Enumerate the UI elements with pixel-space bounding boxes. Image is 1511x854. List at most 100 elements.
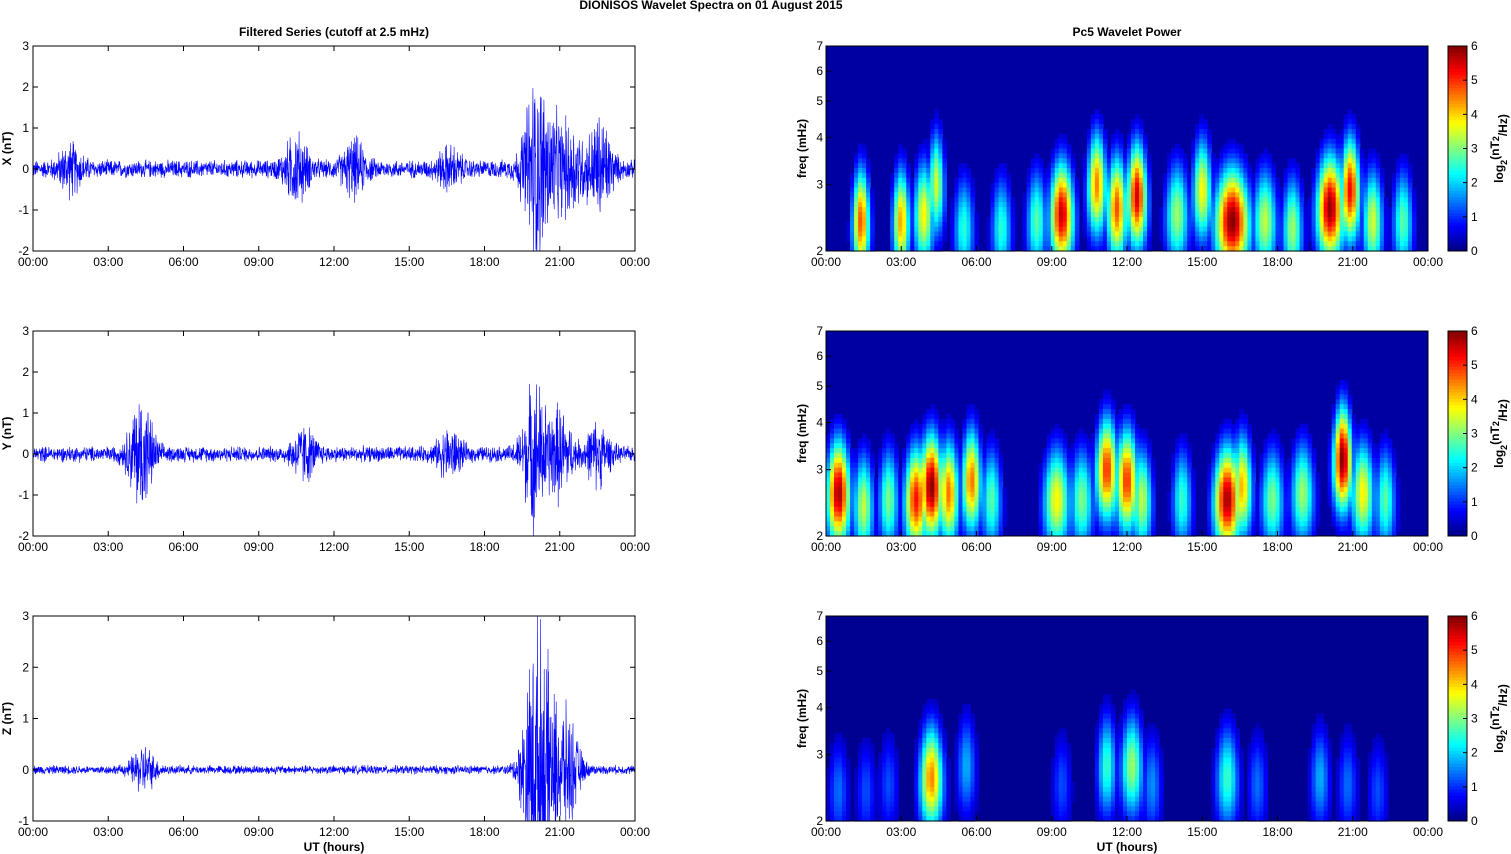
heatmap-cell bbox=[986, 226, 992, 233]
heatmap-cell bbox=[1411, 192, 1417, 198]
heatmap-cell bbox=[1114, 207, 1120, 213]
heatmap-cell bbox=[1239, 526, 1244, 532]
heatmap-cell bbox=[1323, 226, 1329, 233]
heatmap-cell bbox=[1203, 197, 1208, 203]
heatmap-cell bbox=[1175, 182, 1180, 189]
heatmap-cell bbox=[1279, 516, 1285, 522]
heatmap-cell bbox=[1347, 216, 1353, 223]
y-axis-label: X (nT) bbox=[0, 132, 14, 166]
heatmap-cell bbox=[1275, 467, 1281, 474]
heatmap-cell bbox=[1086, 177, 1092, 184]
heatmap-cell bbox=[990, 207, 996, 213]
heatmap-cell bbox=[946, 418, 952, 425]
heatmap-cell bbox=[994, 506, 1000, 513]
heatmap-cell bbox=[1295, 226, 1301, 233]
heatmap-cell bbox=[934, 197, 939, 203]
heatmap-cell bbox=[1110, 226, 1116, 233]
heatmap-cell bbox=[922, 506, 927, 513]
heatmap-cell bbox=[1307, 197, 1313, 203]
heatmap-cell bbox=[1295, 236, 1301, 242]
heatmap-cell bbox=[1118, 472, 1124, 479]
heatmap-cell bbox=[942, 443, 947, 449]
heatmap-cell bbox=[1118, 482, 1124, 488]
heatmap-cell bbox=[858, 521, 863, 527]
heatmap-cell bbox=[958, 246, 964, 252]
heatmap-cell bbox=[1299, 182, 1305, 189]
heatmap-cell bbox=[1147, 531, 1152, 537]
heatmap-cell bbox=[910, 443, 915, 449]
heatmap-cell bbox=[830, 496, 835, 503]
heatmap-cell bbox=[1102, 511, 1108, 518]
heatmap-cells bbox=[846, 109, 1417, 252]
heatmap-cell bbox=[1355, 168, 1361, 174]
heatmap-cell bbox=[902, 216, 907, 223]
heatmap-cell bbox=[1143, 231, 1148, 237]
heatmap-cell bbox=[1058, 236, 1064, 242]
heatmap-cell bbox=[934, 457, 939, 464]
heatmap-cell bbox=[1131, 177, 1136, 184]
heatmap-cell bbox=[834, 457, 839, 464]
heatmap-cell bbox=[1191, 472, 1196, 479]
heatmap-cell bbox=[1143, 462, 1148, 469]
heatmap-cell bbox=[1139, 143, 1144, 150]
heatmap-cell bbox=[1102, 413, 1108, 420]
heatmap-cell bbox=[1191, 236, 1196, 242]
heatmap-cell bbox=[1259, 472, 1265, 479]
heatmap-cell bbox=[1102, 246, 1108, 252]
heatmap-cell bbox=[858, 246, 863, 252]
heatmap-cell bbox=[1054, 472, 1060, 479]
heatmap-cell bbox=[1094, 202, 1100, 208]
heatmap-cell bbox=[1215, 516, 1220, 522]
heatmap-cell bbox=[902, 177, 907, 184]
heatmap-cell bbox=[1223, 226, 1228, 233]
heatmap-cell bbox=[1271, 433, 1277, 439]
heatmap-cell bbox=[1279, 236, 1285, 242]
heatmap-cell bbox=[978, 496, 984, 503]
heatmap-cell bbox=[1139, 202, 1144, 208]
heatmap-cell bbox=[1219, 443, 1224, 449]
heatmap-cell bbox=[930, 433, 935, 439]
heatmap-cell bbox=[910, 511, 915, 518]
heatmap-cell bbox=[850, 453, 855, 459]
heatmap-cell bbox=[1122, 153, 1128, 159]
heatmap-cell bbox=[1191, 477, 1196, 483]
heatmap-cell bbox=[914, 423, 919, 430]
heatmap-cell bbox=[1070, 453, 1076, 459]
heatmap-cell bbox=[1387, 231, 1393, 237]
heatmap-cell bbox=[1102, 153, 1108, 159]
heatmap-cell bbox=[998, 462, 1004, 469]
heatmap-cell bbox=[990, 531, 996, 537]
heatmap-cell bbox=[1183, 236, 1188, 242]
heatmap-cell bbox=[1122, 172, 1128, 179]
heatmap-cell bbox=[1191, 148, 1196, 154]
heatmap-cell bbox=[1355, 192, 1361, 198]
heatmap-cell bbox=[1251, 207, 1257, 213]
heatmap-cell bbox=[882, 487, 887, 493]
heatmap-cell bbox=[1223, 516, 1228, 522]
heatmap-cell bbox=[1183, 448, 1188, 454]
heatmap-cell bbox=[894, 221, 899, 228]
heatmap-cell bbox=[986, 221, 992, 228]
heatmap-cell bbox=[1114, 506, 1120, 513]
heatmap-cell bbox=[1331, 241, 1337, 247]
heatmap-cell bbox=[1042, 197, 1048, 203]
heatmap-cell bbox=[1114, 433, 1120, 439]
y-axis-label: Z (nT) bbox=[0, 702, 14, 735]
heatmap-cell bbox=[1163, 182, 1168, 189]
heatmap-cell bbox=[1351, 158, 1357, 164]
heatmap-cell bbox=[958, 472, 964, 479]
heatmap-cell bbox=[838, 501, 843, 508]
heatmap-cell bbox=[1102, 236, 1108, 242]
heatmap-cell bbox=[1207, 226, 1212, 233]
heatmap-cell bbox=[890, 516, 895, 522]
heatmap-cell bbox=[1251, 506, 1257, 513]
heatmap-cell bbox=[1187, 467, 1192, 474]
heatmap-cell bbox=[1183, 202, 1188, 208]
heatmap-cell bbox=[1034, 226, 1040, 233]
heatmap-cell bbox=[966, 506, 972, 513]
heatmap-cell bbox=[930, 221, 935, 228]
heatmap-cell bbox=[986, 482, 992, 488]
heatmap-cell bbox=[1223, 182, 1228, 189]
heatmap-cell bbox=[1395, 236, 1401, 242]
